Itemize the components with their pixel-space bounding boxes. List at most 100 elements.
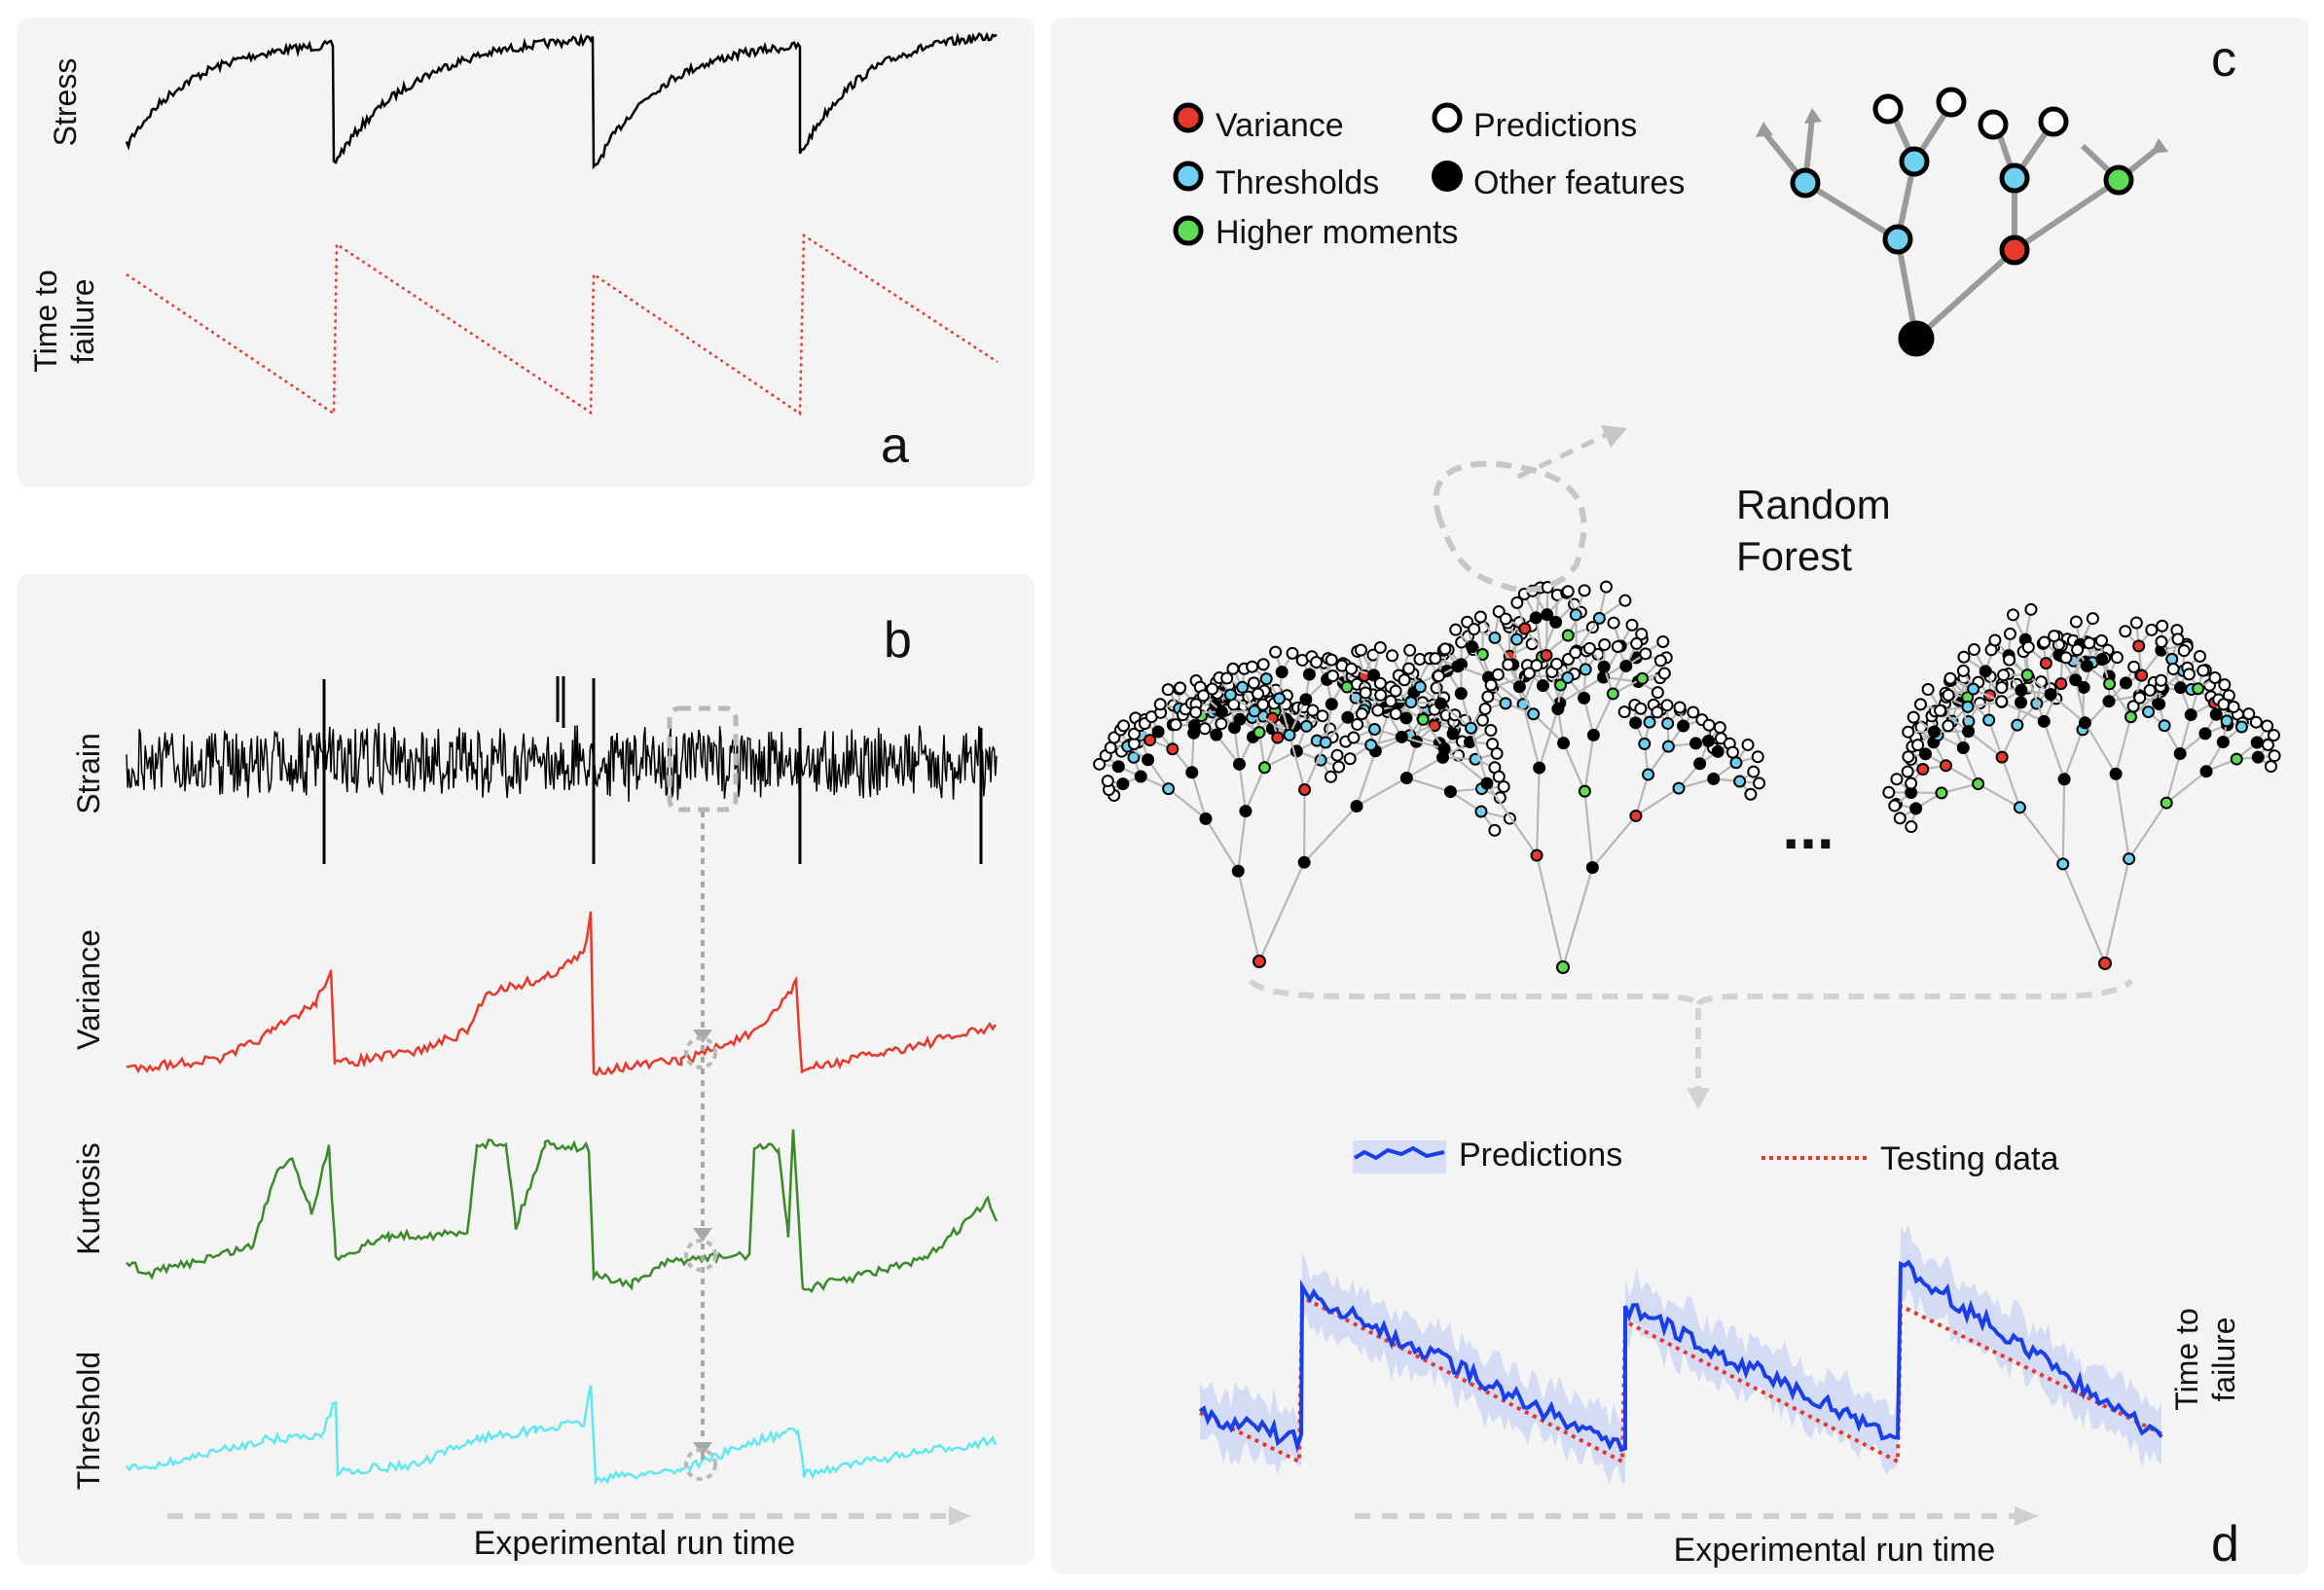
forest-split-node	[1693, 757, 1707, 771]
forest-split-node	[1935, 786, 1948, 800]
forest-leaf-node	[1510, 596, 1524, 609]
forest-leaf-node	[1713, 721, 1726, 735]
forest-split-node	[1541, 608, 1554, 622]
forest-tree-root	[1253, 955, 1266, 968]
prediction-line	[1198, 1259, 2163, 1454]
forest-split-node	[1466, 640, 1479, 654]
ttf-label-line1: Time to	[28, 270, 63, 373]
forest-split-node	[2078, 716, 2091, 730]
forest-leaf-node	[1488, 823, 1502, 837]
stress-label: Stress	[48, 58, 83, 147]
forest-leaf-node	[1117, 719, 1131, 733]
forest-edge	[1443, 747, 1488, 784]
forest-edge	[2179, 714, 2193, 754]
forest-split-node	[2013, 801, 2026, 814]
forest-split-node	[1585, 861, 1599, 875]
forest-edge	[2103, 858, 2130, 964]
highlighted-subtree-outline	[1433, 460, 1587, 593]
forest-split-node	[1638, 737, 1652, 750]
forest-leaf-node	[1522, 667, 1536, 680]
forest-split-node	[2123, 852, 2136, 866]
forest-leaf-node	[1995, 695, 2009, 708]
example-tree-threshold-node	[1882, 224, 1913, 255]
forest-split-node	[2251, 750, 2265, 764]
forest-leaf-node	[2249, 715, 2263, 729]
example-tree-prediction-node	[1936, 87, 1967, 118]
strain-window-highlight	[667, 705, 739, 813]
forest-split-node	[1530, 849, 1543, 862]
forest-leaf-node	[1550, 657, 1564, 670]
forest-edge	[1559, 676, 1605, 705]
forest-split-node	[1940, 759, 1953, 773]
forest-leaf-node	[1611, 639, 1624, 653]
panel-d-xlabel: Experimental run time	[1674, 1532, 1996, 1569]
forest-leaf-node	[1475, 713, 1489, 727]
forest-leaf-node	[1473, 610, 1487, 624]
forest-leaf-node	[1702, 718, 1716, 732]
forest-leaf-node	[2261, 739, 2274, 752]
forest-split-node	[1325, 698, 1338, 711]
forest-leaf-node	[1256, 658, 1270, 671]
forest-leaf-node	[2177, 644, 2191, 658]
forest-leaf-node	[1651, 686, 1664, 700]
forest-edge	[1401, 736, 1445, 750]
forest-split-node	[1518, 622, 1532, 635]
forest-split-node	[2250, 736, 2264, 749]
forest-leaf-node	[1618, 594, 1632, 607]
kurtosis-label: Kurtosis	[71, 1142, 106, 1255]
forest-leaf-node	[1905, 820, 1918, 834]
forest-split-node	[1629, 716, 1643, 730]
forest-leaf-node	[1359, 686, 1372, 700]
forest-split-node	[1512, 680, 1526, 694]
forest-split-node	[1579, 663, 1592, 676]
forest-split-node	[1979, 665, 1992, 678]
forest-leaf-node	[1902, 750, 1915, 764]
legend-testing-label: Testing data	[1880, 1140, 2058, 1177]
forest-split-node	[1127, 750, 1141, 764]
forest-split-node	[1134, 770, 1147, 783]
forest-leaf-node	[1913, 698, 1927, 711]
forest-leaf-node	[1490, 746, 1504, 760]
forest-split-node	[2184, 708, 2197, 722]
forest-split-node	[1982, 713, 1996, 727]
forest-leaf-node	[1449, 623, 1463, 636]
forest-edge	[2001, 701, 2045, 723]
forest-edge	[1288, 699, 1307, 736]
forest-tree	[1339, 580, 1766, 974]
forest-leaf-node	[1101, 775, 1114, 788]
forest-split-node	[2056, 857, 2070, 871]
panel-b-letter: b	[884, 612, 912, 669]
forest-leaf-node	[1660, 699, 1674, 712]
subtree-arrowhead	[1601, 425, 1627, 448]
forest-leaf-node	[1215, 717, 1228, 731]
forest-split-node	[1510, 632, 1524, 646]
forest-split-node	[2198, 727, 2212, 741]
forest-edge	[1544, 614, 1548, 656]
forest-split-node	[1404, 696, 1418, 709]
example-tree-edge	[1803, 180, 1900, 242]
forest-edge	[1238, 764, 1248, 812]
forest-split-node	[1199, 812, 1213, 825]
strain-label: Strain	[71, 733, 106, 814]
forest-edge	[1257, 861, 1306, 962]
legend-predictions-band	[1353, 1140, 1446, 1174]
forest-split-node	[1474, 805, 1488, 818]
forest-leaf-node	[1403, 643, 1417, 657]
forest-leaf-node	[1269, 645, 1283, 659]
forest-split-node	[1689, 737, 1702, 750]
legend-thresholds-icon	[1173, 161, 1204, 192]
forest-split-node	[1972, 777, 1985, 791]
example-tree-arrowhead	[2151, 138, 2168, 154]
connector-arrow-variance	[693, 1030, 712, 1043]
forest-split-node	[1454, 687, 1468, 701]
forest-leaf-node	[1206, 682, 1219, 696]
forest-edge	[1535, 854, 1565, 968]
forest-split-node	[1561, 670, 1575, 684]
forest-edge	[2165, 753, 2182, 804]
forest-leaf-node	[1651, 705, 1664, 719]
forest-split-node	[1299, 719, 1313, 733]
panel-a-background	[18, 18, 1035, 487]
forest-split-node	[1672, 781, 1686, 795]
forest-leaf-node	[1502, 658, 1515, 671]
